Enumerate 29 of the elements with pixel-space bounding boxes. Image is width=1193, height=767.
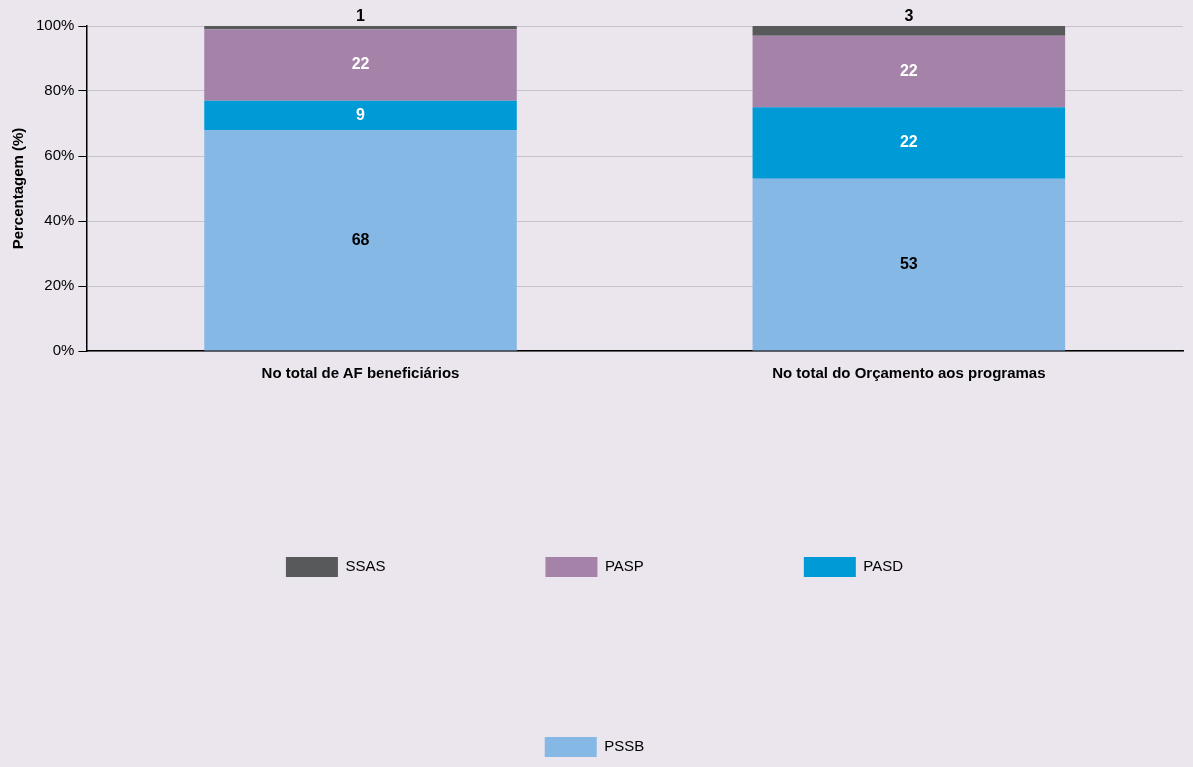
data-label: 1 xyxy=(356,7,366,25)
data-label: 22 xyxy=(899,61,918,79)
data-label: 9 xyxy=(356,105,366,123)
data-label: 68 xyxy=(351,230,370,248)
data-label: 22 xyxy=(899,133,918,151)
bar xyxy=(752,107,1066,179)
bar xyxy=(752,26,1066,36)
bar xyxy=(752,35,1066,108)
y-tick-label: 100% xyxy=(35,16,75,34)
bar xyxy=(204,130,517,351)
y-tick-label: 60% xyxy=(44,146,75,164)
data-label: 22 xyxy=(351,55,370,73)
bar xyxy=(204,29,517,101)
data-label: 3 xyxy=(904,7,914,25)
y-tick-label: 20% xyxy=(44,276,75,294)
legend-label: PSSB xyxy=(604,737,645,755)
bar xyxy=(204,26,517,30)
bar xyxy=(752,178,1066,351)
bar xyxy=(204,100,517,130)
legend-label: SSAS xyxy=(345,557,386,575)
y-tick-label: 80% xyxy=(44,81,75,99)
legend-label: PASD xyxy=(863,557,904,575)
x-tick-label: No total do Orçamento aos programas xyxy=(772,364,1046,382)
y-tick-label: 40% xyxy=(44,211,75,229)
x-tick-label: No total de AF beneficiários xyxy=(261,364,460,382)
data-label: 53 xyxy=(899,255,918,273)
y-axis-title: Percentagem (%) xyxy=(9,127,27,250)
y-tick-label: 0% xyxy=(52,341,75,359)
legend-label: PASP xyxy=(604,557,644,575)
